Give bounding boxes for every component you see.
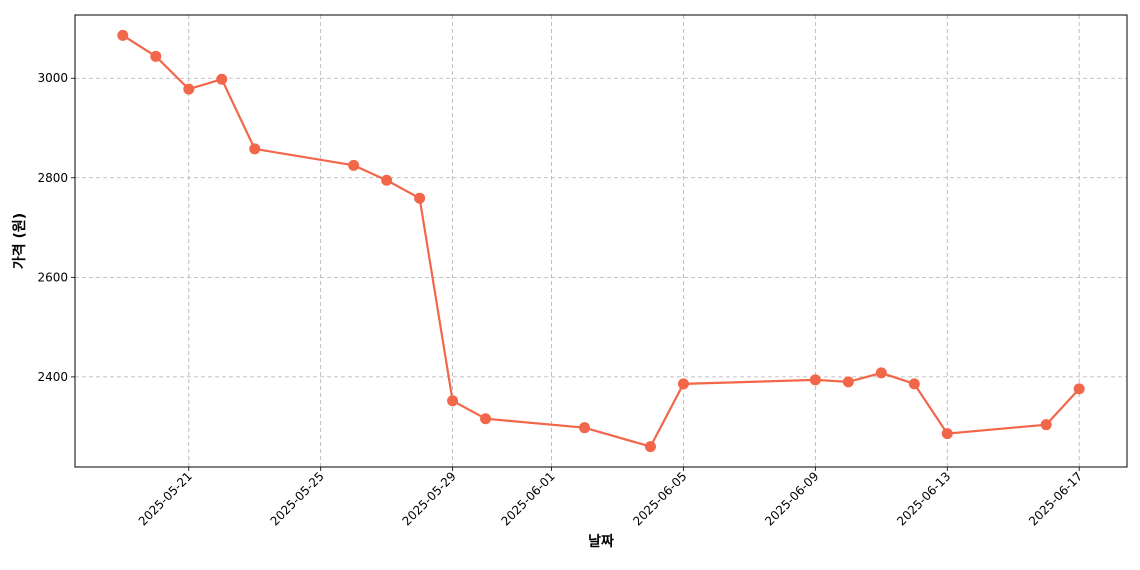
point xyxy=(908,378,920,390)
x-tick-label: 2025-06-09 xyxy=(762,469,821,528)
x-tick-label: 2025-06-13 xyxy=(894,469,953,528)
point xyxy=(381,174,393,186)
point xyxy=(941,428,953,440)
x-tick-label: 2025-05-29 xyxy=(399,469,458,528)
point xyxy=(117,29,129,41)
point xyxy=(150,50,162,62)
point xyxy=(414,192,426,204)
point xyxy=(348,159,360,171)
x-tick-label: 2025-05-21 xyxy=(136,469,195,528)
point xyxy=(809,374,821,386)
x-tick-label: 2025-06-01 xyxy=(498,469,557,528)
y-tick-label: 3000 xyxy=(37,71,68,85)
point xyxy=(644,441,656,453)
point xyxy=(480,413,492,425)
x-tick-label: 2025-06-17 xyxy=(1026,469,1085,528)
point xyxy=(842,376,854,388)
line xyxy=(122,34,1080,448)
point xyxy=(875,367,887,379)
point xyxy=(1040,419,1052,431)
y-tick-label: 2600 xyxy=(37,270,68,284)
y-tick-label: 2400 xyxy=(37,370,68,384)
x-tick-label: 2025-06-05 xyxy=(630,469,689,528)
point xyxy=(677,378,689,390)
point xyxy=(216,73,228,85)
point xyxy=(249,143,261,155)
point xyxy=(579,422,591,434)
point xyxy=(1073,383,1085,395)
point xyxy=(447,395,459,407)
y-axis-title: 가격 (원) xyxy=(11,213,28,269)
point xyxy=(183,83,195,95)
y-tick-label: 2800 xyxy=(37,171,68,185)
x-tick-label: 2025-05-25 xyxy=(268,469,327,528)
x-axis-title: 날짜 xyxy=(588,534,614,550)
plot-frame xyxy=(74,14,1128,468)
